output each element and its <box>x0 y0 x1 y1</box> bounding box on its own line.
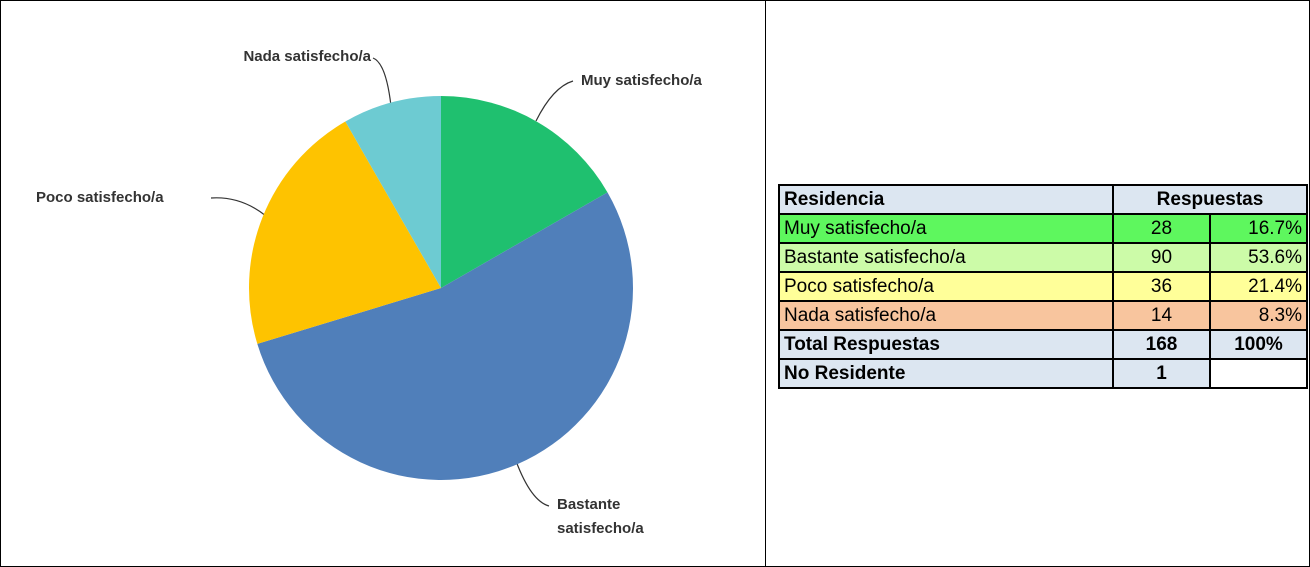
leader-line <box>515 460 550 507</box>
leader-lines <box>210 57 574 507</box>
leader-line <box>535 80 574 122</box>
table-cell: 8.3% <box>1209 300 1308 331</box>
table-row: Bastante satisfecho/a 90 53.6% <box>778 242 1308 273</box>
table-cell <box>1209 358 1308 389</box>
pie-slice <box>441 96 608 288</box>
leader-line <box>210 197 267 217</box>
table-cell: 14 <box>1112 300 1211 331</box>
header-row: Residencia Respuestas <box>778 184 1308 215</box>
table-cell: 1 <box>1112 358 1211 389</box>
pie-slice <box>345 96 441 288</box>
table-row: Total Respuestas 168 100% <box>778 329 1308 360</box>
table-row: Poco satisfecho/a 36 21.4% <box>778 271 1308 302</box>
table-cell: Total Respuestas <box>778 329 1114 360</box>
pie-slice <box>249 121 441 344</box>
table-cell: Muy satisfecho/a <box>778 213 1114 244</box>
pie-chart <box>210 57 633 507</box>
table-cell: No Residente <box>778 358 1114 389</box>
table-row: Nada satisfecho/a 14 8.3% <box>778 300 1308 331</box>
chart-panel: Muy satisfecho/a Bastante satisfecho/a Poc… <box>1 1 766 566</box>
table-cell: 21.4% <box>1209 271 1308 302</box>
table-cell: 168 <box>1112 329 1211 360</box>
header-cell: Respuestas <box>1112 184 1308 215</box>
header-cell: Residencia <box>778 184 1114 215</box>
table-cell: 36 <box>1112 271 1211 302</box>
table-row: Muy satisfecho/a 28 16.7% <box>778 213 1308 244</box>
slice-label: Nada satisfecho/a <box>243 48 371 65</box>
table-row: No Residente 1 <box>778 358 1308 389</box>
slice-label: Muy satisfecho/a <box>581 72 702 89</box>
table-cell: 100% <box>1209 329 1308 360</box>
table-cell: 53.6% <box>1209 242 1308 273</box>
table-cell: 16.7% <box>1209 213 1308 244</box>
table-cell: 90 <box>1112 242 1211 273</box>
slice-label: Poco satisfecho/a <box>36 189 164 206</box>
slice-label: Bastante satisfecho/a <box>557 496 644 537</box>
pie-slice <box>257 192 633 480</box>
table-cell: Poco satisfecho/a <box>778 271 1114 302</box>
table-cell: Nada satisfecho/a <box>778 300 1114 331</box>
summary-table: Residencia Respuestas Muy satisfecho/a 28 16… <box>778 184 1308 389</box>
table-cell: Bastante satisfecho/a <box>778 242 1114 273</box>
leader-line <box>372 57 392 107</box>
table-cell: 28 <box>1112 213 1211 244</box>
